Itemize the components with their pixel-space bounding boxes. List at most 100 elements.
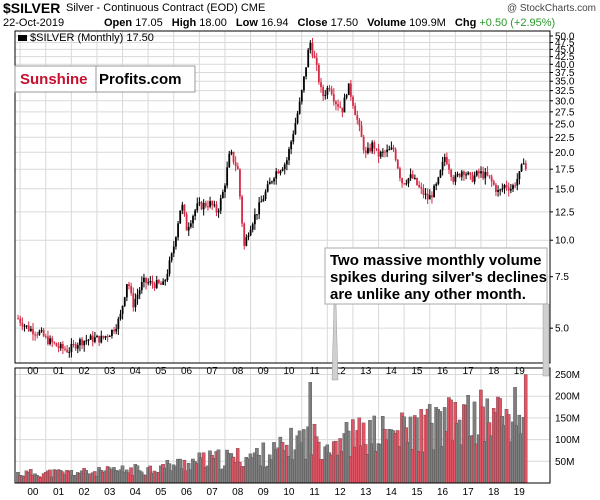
candle-body bbox=[115, 328, 118, 332]
candle-body bbox=[347, 83, 350, 96]
legend-label: $SILVER (Monthly) 17.50 bbox=[30, 32, 154, 44]
candle-body bbox=[303, 76, 305, 91]
candle-body bbox=[232, 151, 235, 163]
candle-body bbox=[332, 94, 335, 102]
candle-body bbox=[349, 83, 352, 97]
candle-body bbox=[339, 106, 342, 108]
volume-x-tick-label: 00 bbox=[27, 487, 39, 498]
candle-body bbox=[403, 183, 406, 185]
candle-body bbox=[234, 162, 237, 167]
candle-body bbox=[149, 280, 152, 283]
open-value: 17.05 bbox=[135, 17, 163, 29]
candle-body bbox=[482, 171, 485, 179]
candle-body bbox=[21, 322, 24, 327]
candle-body bbox=[469, 172, 472, 175]
volume-x-tick-label: 05 bbox=[155, 487, 167, 498]
candle-body bbox=[431, 195, 433, 198]
candle-body bbox=[326, 87, 329, 95]
price-x-tick-label: 11 bbox=[309, 366, 320, 377]
candle-body bbox=[249, 229, 252, 236]
candle-body bbox=[281, 169, 284, 171]
candle-body bbox=[384, 151, 386, 153]
price-tick-label: 22.5 bbox=[555, 133, 575, 144]
candle-body bbox=[136, 294, 139, 300]
candle-body bbox=[524, 163, 527, 170]
candle-body bbox=[194, 210, 197, 217]
candle-body bbox=[392, 147, 395, 150]
candle-body bbox=[433, 185, 435, 198]
candle-body bbox=[211, 201, 214, 206]
candle-body bbox=[443, 157, 446, 162]
candle-body bbox=[356, 115, 359, 120]
candle-body bbox=[189, 223, 192, 227]
candle-body bbox=[245, 237, 248, 246]
candle-body bbox=[87, 339, 90, 341]
candle-body bbox=[241, 196, 243, 224]
volume-tick-label: 100M bbox=[555, 435, 580, 446]
candle-body bbox=[437, 177, 440, 185]
candle-body bbox=[123, 297, 126, 306]
candle-body bbox=[102, 335, 105, 338]
chart-description: Silver - Continuous Contract (EOD) CME bbox=[66, 2, 265, 14]
volume-x-tick-label: 18 bbox=[488, 487, 500, 498]
price-x-tick-label: 17 bbox=[463, 366, 475, 377]
candle-body bbox=[213, 204, 216, 206]
candle-body bbox=[413, 177, 416, 179]
close-value: 17.50 bbox=[330, 17, 359, 29]
candle-body bbox=[441, 161, 444, 171]
candle-body bbox=[296, 113, 299, 124]
candle-body bbox=[435, 184, 438, 186]
candle-body bbox=[492, 181, 495, 185]
candle-body bbox=[264, 191, 267, 200]
candle-body bbox=[480, 171, 482, 174]
candle-body bbox=[367, 147, 369, 154]
candle-body bbox=[42, 330, 45, 337]
candle-body bbox=[170, 253, 173, 261]
candle-body bbox=[66, 349, 69, 353]
candle-body bbox=[352, 96, 354, 106]
candle-body bbox=[192, 216, 194, 224]
candle-body bbox=[416, 177, 418, 186]
candle-body bbox=[130, 286, 133, 294]
volume-bar bbox=[523, 374, 528, 484]
candle-body bbox=[17, 318, 19, 320]
candle-body bbox=[386, 149, 389, 153]
price-x-axis-ticks: 00 01 02 03 04 05 06 07 08 09 10 11 12 13 14 15 16 17 18 19 bbox=[27, 366, 525, 377]
candle-body bbox=[128, 284, 130, 287]
price-x-tick-label: 06 bbox=[181, 366, 193, 377]
candle-body bbox=[499, 189, 502, 191]
price-tick-label: 35.0 bbox=[555, 77, 575, 88]
volume-x-tick-label: 07 bbox=[207, 487, 219, 498]
candle-body bbox=[81, 339, 83, 346]
candle-body bbox=[512, 185, 514, 190]
candle-body bbox=[450, 169, 453, 177]
candle-body bbox=[164, 280, 167, 282]
volume-x-tick-label: 19 bbox=[514, 487, 526, 498]
candle-body bbox=[70, 343, 73, 352]
volume-x-tick-label: 14 bbox=[386, 487, 398, 498]
candle-body bbox=[40, 330, 43, 332]
candle-body bbox=[322, 87, 325, 96]
candle-body bbox=[155, 280, 158, 288]
candle-body bbox=[477, 171, 480, 174]
candle-body bbox=[44, 336, 47, 338]
price-tick-label: 20.0 bbox=[555, 148, 575, 159]
candle-body bbox=[157, 280, 160, 284]
candle-body bbox=[448, 164, 450, 170]
candle-body bbox=[300, 90, 303, 102]
candle-body bbox=[53, 342, 56, 344]
candle-body bbox=[279, 170, 282, 174]
candle-body bbox=[484, 171, 487, 179]
exchange-label: CME bbox=[240, 2, 266, 14]
candle-body bbox=[283, 164, 286, 170]
candle-body bbox=[390, 147, 393, 150]
candle-body bbox=[111, 329, 113, 336]
candle-body bbox=[288, 149, 290, 161]
candle-body bbox=[177, 223, 179, 238]
candle-body bbox=[401, 178, 403, 184]
candle-body bbox=[187, 226, 190, 231]
annotation-arrow-left bbox=[331, 303, 339, 381]
volume-tick-label: 200M bbox=[555, 392, 580, 403]
candle-body bbox=[96, 335, 98, 338]
candle-body bbox=[236, 166, 239, 170]
